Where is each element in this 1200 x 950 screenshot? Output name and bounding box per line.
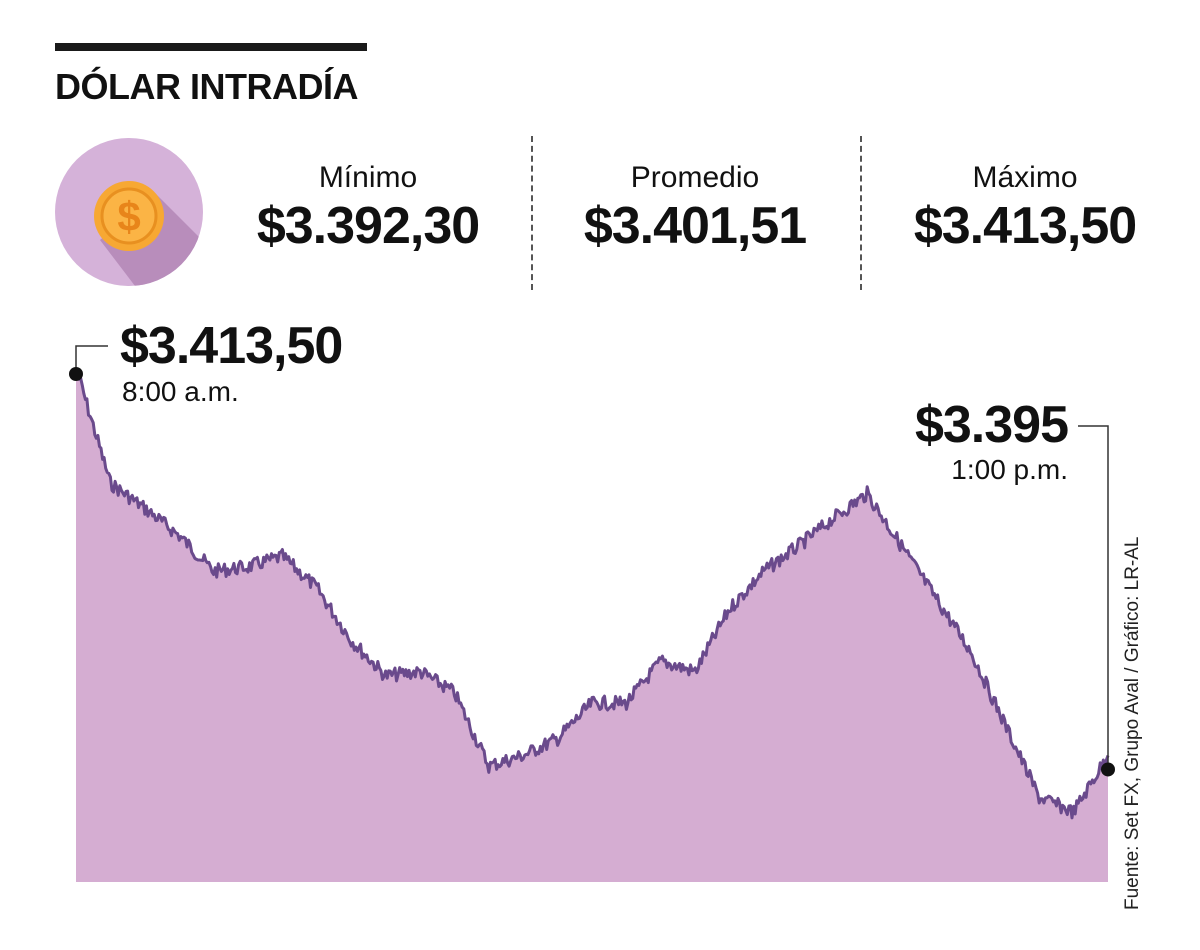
end-time-label: 1:00 p.m. bbox=[951, 454, 1068, 485]
start-leader-line bbox=[75, 345, 108, 374]
end-price-label: $3.395 bbox=[914, 396, 1069, 454]
chart-title: DÓLAR INTRADÍA bbox=[55, 66, 358, 107]
stat-min-value: $3.392,30 bbox=[256, 197, 480, 255]
stat-divider bbox=[531, 136, 533, 290]
start-price-label: $3.413,50 bbox=[120, 317, 343, 375]
stat-divider bbox=[860, 136, 862, 290]
end-leader-line bbox=[1078, 425, 1109, 770]
start-point-marker bbox=[69, 367, 83, 381]
stat-max-value: $3.413,50 bbox=[913, 197, 1137, 255]
stat-maximum: Máximo $3.413,50 bbox=[875, 160, 1175, 256]
stat-avg-value: $3.401,51 bbox=[583, 197, 807, 255]
stat-avg-label: Promedio bbox=[630, 161, 760, 194]
start-time-label: 8:00 a.m. bbox=[122, 376, 239, 407]
price-series-line bbox=[74, 367, 1110, 820]
stat-minimum: Mínimo $3.392,30 bbox=[218, 160, 518, 256]
svg-text:$: $ bbox=[117, 193, 140, 240]
stat-min-label: Mínimo bbox=[318, 161, 418, 194]
stat-average: Promedio $3.401,51 bbox=[545, 160, 845, 256]
title-rule bbox=[55, 43, 367, 51]
source-credit: Fuente: Set FX, Grupo Aval / Gráfico: LR… bbox=[1122, 536, 1143, 911]
stat-max-label: Máximo bbox=[972, 161, 1078, 194]
price-area-fill bbox=[76, 368, 1108, 882]
end-point-marker bbox=[1101, 762, 1115, 777]
dollar-coin-icon: $ bbox=[55, 138, 203, 286]
